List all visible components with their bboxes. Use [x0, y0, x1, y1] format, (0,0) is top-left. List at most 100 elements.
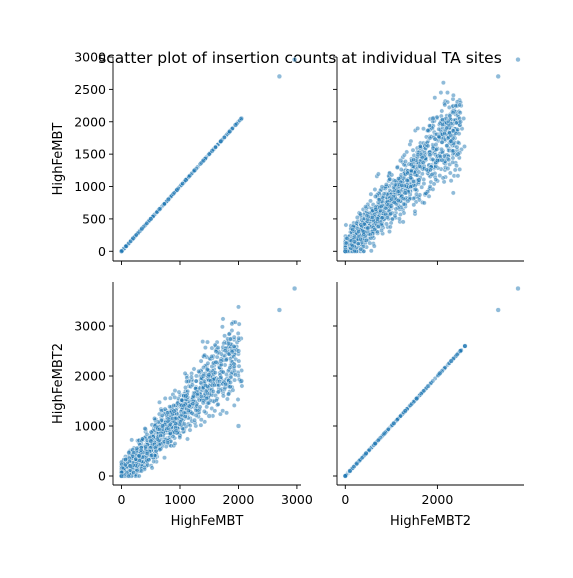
data-point: [123, 243, 129, 249]
cloud-point: [350, 227, 356, 233]
cloud-point: [398, 413, 403, 419]
cloud-point: [173, 421, 179, 427]
cloud-point: [411, 196, 416, 202]
cloud-point: [344, 235, 350, 241]
data-point: [235, 423, 242, 429]
cloud-point: [203, 388, 209, 394]
data-point: [391, 420, 397, 427]
cloud-point: [200, 400, 206, 406]
data-point: [398, 158, 404, 164]
cloud-point: [364, 213, 370, 219]
data-point: [457, 348, 464, 354]
cloud-point: [181, 403, 187, 409]
cloud-point: [434, 114, 440, 120]
data-point: [276, 73, 283, 80]
cloud-point: [144, 450, 150, 456]
cloud-point: [368, 198, 373, 204]
cloud-point: [172, 388, 178, 393]
cloud-point: [450, 190, 456, 196]
cloud-point: [162, 395, 168, 401]
cloud-point: [366, 447, 372, 453]
cloud-point: [444, 125, 450, 131]
cloud-point: [387, 229, 392, 235]
cloud-point: [205, 360, 211, 366]
cloud-point: [447, 113, 453, 119]
cloud-point: [167, 421, 173, 427]
cloud-point: [126, 473, 131, 479]
cloud-point: [215, 389, 221, 395]
cloud-point: [378, 204, 384, 210]
cloud-point: [419, 155, 425, 160]
data-point: [457, 119, 464, 125]
cloud-point: [416, 197, 422, 203]
cloud-point: [202, 419, 208, 425]
cloud-point: [354, 215, 360, 220]
cloud-point: [123, 457, 128, 462]
cloud-point: [404, 178, 410, 184]
cloud-point: [218, 374, 224, 380]
data-point: [372, 440, 378, 447]
data-point: [165, 196, 171, 203]
cloud-point: [232, 377, 238, 383]
data-point: [448, 138, 454, 144]
cloud-point: [176, 389, 182, 395]
cloud-point: [200, 339, 206, 344]
cloud-point: [158, 433, 164, 438]
cloud-point: [425, 143, 431, 149]
x-tick-label: 1000: [164, 492, 196, 507]
data-point: [354, 460, 360, 467]
cloud-point: [441, 179, 447, 185]
cloud-point: [383, 205, 389, 211]
cloud-point: [213, 397, 219, 403]
cloud-point: [442, 130, 447, 136]
cloud-point: [432, 136, 438, 142]
cloud-point: [186, 408, 191, 414]
cloud-point: [450, 110, 456, 116]
cloud-point: [196, 368, 202, 374]
data-points: [342, 285, 521, 479]
cloud-point: [442, 102, 448, 108]
y-axis-label: HighFeMBT2: [51, 343, 66, 424]
cloud-point: [162, 455, 167, 461]
cloud-point: [152, 416, 157, 421]
data-point: [455, 151, 461, 157]
cloud-point: [226, 391, 232, 397]
cloud-point: [217, 411, 223, 417]
cloud-point: [171, 190, 177, 196]
cloud-point: [445, 90, 450, 96]
cloud-point: [212, 144, 218, 150]
cloud-point: [197, 404, 203, 410]
y-tick-label: 1000: [74, 179, 106, 194]
cloud-point: [454, 163, 459, 169]
data-point: [206, 413, 212, 419]
cloud-point: [217, 379, 223, 384]
cloud-point: [225, 341, 231, 347]
cloud-point: [152, 445, 158, 450]
cloud-point: [397, 212, 403, 217]
cloud-point: [213, 349, 219, 354]
cloud-point: [239, 383, 245, 389]
cloud-point: [434, 146, 440, 152]
data-point: [402, 190, 408, 196]
cloud-point: [187, 173, 193, 179]
cloud-point: [138, 447, 144, 453]
data-point: [414, 395, 420, 402]
data-point: [218, 138, 224, 144]
cloud-point: [401, 201, 407, 207]
cloud-point: [227, 336, 233, 342]
data-point: [462, 343, 468, 349]
cloud-point: [389, 196, 395, 202]
cloud-point: [427, 123, 432, 129]
cloud-point: [146, 457, 152, 463]
cloud-point: [361, 221, 367, 227]
data-point: [276, 307, 283, 313]
cloud-point: [220, 369, 226, 375]
cloud-point: [365, 225, 371, 231]
cloud-point: [405, 170, 410, 176]
cloud-point: [205, 400, 211, 406]
cloud-point: [421, 126, 426, 132]
cloud-point: [181, 421, 187, 427]
cloud-point: [133, 232, 139, 238]
data-point: [118, 248, 125, 254]
cloud-point: [381, 191, 387, 197]
